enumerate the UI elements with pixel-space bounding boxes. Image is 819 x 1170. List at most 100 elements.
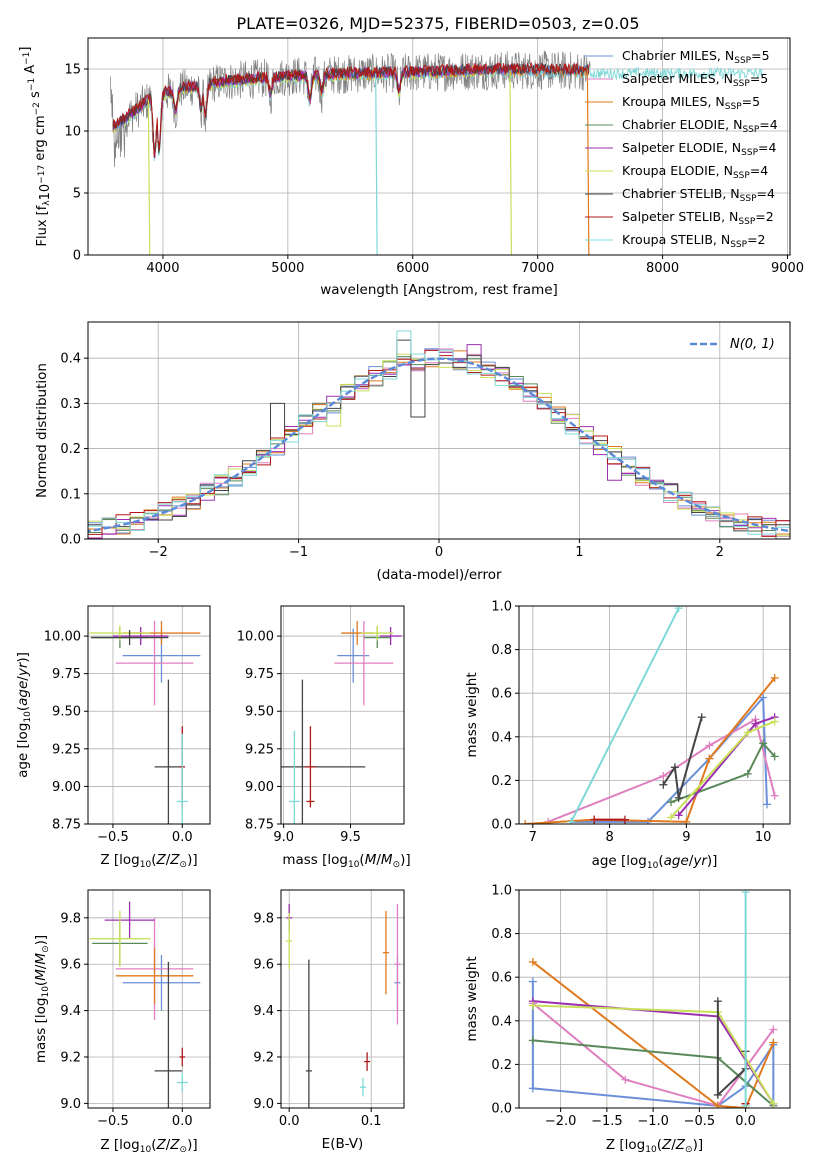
mass-vs-z-xlabel: Z [log10(Z/Z⊙)] [100,1137,197,1155]
label-part: )] [707,853,718,869]
label-part: =4 [759,117,777,132]
label-part: ⊙ [180,860,188,870]
ylabel-part: −17 [37,165,47,184]
label-part: age [log [15,723,31,778]
y-tick-label: 10.00 [237,630,274,645]
label-part: 10 [41,986,51,998]
x-tick-label: 0.0 [735,1114,756,1129]
legend-label: Salpeter STELIB, NSSP=2 [622,209,774,227]
errorbar-point [361,625,394,641]
label-part: / [671,1137,676,1153]
errorbar-point [154,961,183,1108]
y-tick-label: 8.75 [245,818,274,833]
series-line [662,716,703,799]
label-part: =4 [757,186,775,201]
label-part: / [376,852,381,868]
y-tick-label: 9.00 [245,780,274,795]
label-part: =5 [750,71,768,86]
label-part: ( [15,706,31,711]
axes-mass_weight_vs_age [519,605,790,825]
label-part: Z [675,1137,686,1153]
y-tick-label: 9.2 [60,1050,81,1065]
figure-title: PLATE=0326, MJD=52375, FIBERID=0503, z=0… [236,14,639,33]
label-part: =5 [751,48,769,63]
y-tick-label: 9.4 [253,1004,274,1019]
y-tick-label: 9.0 [253,1097,274,1112]
errorbar-point [122,954,201,1011]
y-tick-label: 5 [73,187,81,202]
label-part: M [381,852,393,868]
frame-mass_weight_vs_Z: −2.0 −1.5 −1.0 −0.5 0.0 0.0 0.2 0.4 0.6 0.8 1.0 [491,884,791,1129]
x-tick-label: 10 [755,830,772,845]
y-tick-label: 10.00 [44,630,81,645]
label-part: Salpeter ELODIE, N [622,140,741,155]
x-tick-label: 7000 [521,261,554,276]
x-tick-label: 6000 [396,261,429,276]
label-part: age [log [592,853,647,869]
mass-vs-ebv-xlabel: E(B-V) [322,1136,364,1152]
y-tick-label: 10 [64,125,81,140]
errorbar-series-mass_vs_EBV [286,903,401,1108]
label-part: =2 [755,209,773,224]
mass-vs-z-ylabel: mass [log10(M/M⊙)] [33,935,51,1063]
legend-label: Kroupa STELIB, NSSP=2 [622,232,766,250]
spectrum-xlabel: wavelength [Angstrom, rest frame] [320,282,558,298]
label-part: N [730,337,740,352]
label-part: ⊙ [393,860,401,870]
label-part: Salpeter STELIB, N [622,209,738,224]
axes-mass_vs_Z [88,890,210,1108]
errorbar-point [305,726,316,808]
label-part: M [33,969,49,981]
ylabel-part: s [28,91,43,102]
label-part: Kroupa STELIB, N [622,232,730,247]
spectrum-model-line [112,61,590,158]
y-tick-label: 9.6 [60,958,81,973]
legend-label: Chabrier STELIB, NSSP=4 [622,186,775,204]
x-tick-label: 0.0 [279,1114,300,1129]
errorbar-point [382,910,389,995]
axes-age_vs_mass [281,606,404,825]
y-tick-label: 0.2 [491,774,512,789]
y-tick-label: 0.4 [491,730,512,745]
y-tick-label: 0.4 [60,352,81,367]
y-tick-label: 0.6 [491,687,512,702]
label-part: )] [33,935,49,946]
label-part: Z [661,1137,672,1153]
label-part: yr [15,661,31,677]
errorbar-point [364,1052,371,1071]
y-tick-label: 0.1 [60,487,81,502]
x-tick-label: 0.0 [172,1114,193,1129]
residuals-ylabel: Normed distribution [34,363,50,498]
spectrum-dropout-line [586,71,590,255]
label-part: SSP [740,194,757,204]
y-tick-label: 9.25 [245,742,274,757]
label-part: ( [151,1137,156,1153]
x-tick-label: 9.5 [340,830,361,845]
y-tick-label: 9.50 [245,705,274,720]
errorbar-point [394,903,401,1025]
y-tick-label: 9.8 [60,911,81,926]
label-part: Z [155,1137,166,1153]
label-part: / [33,964,49,969]
y-tick-label: 0.0 [491,1102,512,1117]
errorbar-point [281,679,366,824]
errorbar-point [305,959,312,1108]
series-line [571,695,768,823]
label-part: M [33,953,49,965]
series-line [532,961,775,1108]
x-tick-label: 5000 [271,261,304,276]
label-part: 10 [647,861,659,871]
legend-label: Kroupa ELODIE, NSSP=4 [622,163,768,181]
label-part: / [689,853,694,869]
label-part: SSP [730,240,747,250]
spectrum-series [110,50,763,255]
legend-label: Chabrier MILES, NSSP=5 [622,48,770,66]
series-line [547,717,776,823]
ylabel-part: erg cm [33,115,48,164]
label-part: ⊙ [180,1145,188,1155]
errorbar-point [334,621,394,706]
label-part: Z [log [100,1137,139,1153]
axes-frame [87,605,211,825]
label-part: / [166,1137,171,1153]
